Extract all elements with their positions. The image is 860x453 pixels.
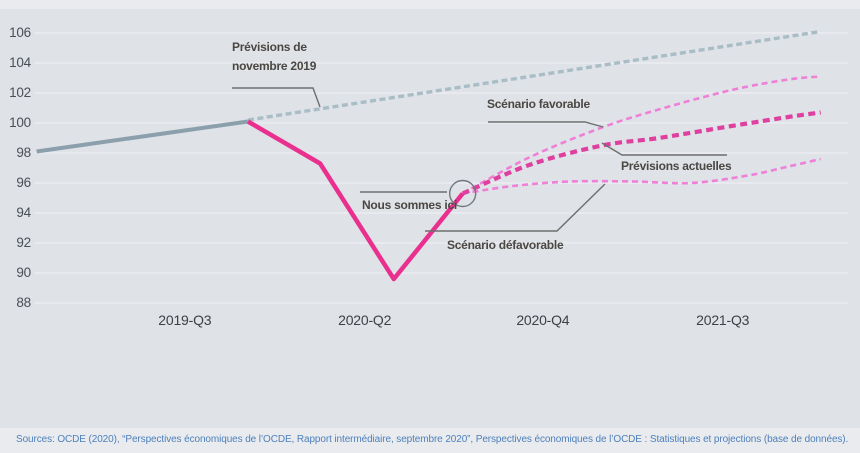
series-previsions-novembre-2019 xyxy=(247,29,821,122)
sources-footer: Sources: OCDE (2020), “Perspectives écon… xyxy=(0,428,860,453)
y-axis-label: 104 xyxy=(9,55,31,70)
annotation-scenario-defavorable: Scénario défavorable xyxy=(447,238,564,252)
page-top-strip xyxy=(0,0,860,9)
y-axis-label: 102 xyxy=(9,85,31,100)
y-axis-label: 106 xyxy=(9,25,31,40)
y-axis-label: 92 xyxy=(16,235,31,250)
series-scenario-defavorable xyxy=(462,157,822,195)
y-axis-label: 94 xyxy=(16,205,31,220)
y-axis-label: 90 xyxy=(16,265,31,280)
annotation-connector xyxy=(601,142,727,156)
x-axis-label: 2020-Q4 xyxy=(516,312,570,328)
annotation-previsions-actuelles: Prévisions actuelles xyxy=(621,159,732,173)
sources-text: Sources: OCDE (2020), “Perspectives écon… xyxy=(16,434,849,445)
series-realise-solide xyxy=(36,119,249,154)
y-axis-label: 98 xyxy=(16,145,31,160)
y-axis-label: 96 xyxy=(16,175,31,190)
annotation-previsions-novembre-2019: Prévisions de novembre 2019 xyxy=(232,40,317,73)
annotation-nous-sommes-ici: Nous sommes ici xyxy=(362,198,457,212)
x-axis-label: 2019-Q3 xyxy=(158,312,212,328)
y-axis-label: 88 xyxy=(16,295,31,310)
line-chart-canvas xyxy=(35,29,848,304)
series-evolution-effective xyxy=(246,119,465,282)
annotation-connector xyxy=(232,87,321,108)
x-axis-label: 2020-Q2 xyxy=(338,312,392,328)
annotation-scenario-favorable: Scénario favorable xyxy=(487,97,590,111)
x-axis-label: 2021-Q3 xyxy=(696,312,750,328)
annotation-connector xyxy=(425,183,606,232)
y-axis-label: 100 xyxy=(9,115,31,130)
annotation-connector xyxy=(488,121,604,128)
series-previsions-actuelles xyxy=(461,110,821,196)
current-position-circle-marker xyxy=(448,179,477,208)
series-scenario-favorable xyxy=(462,75,821,195)
